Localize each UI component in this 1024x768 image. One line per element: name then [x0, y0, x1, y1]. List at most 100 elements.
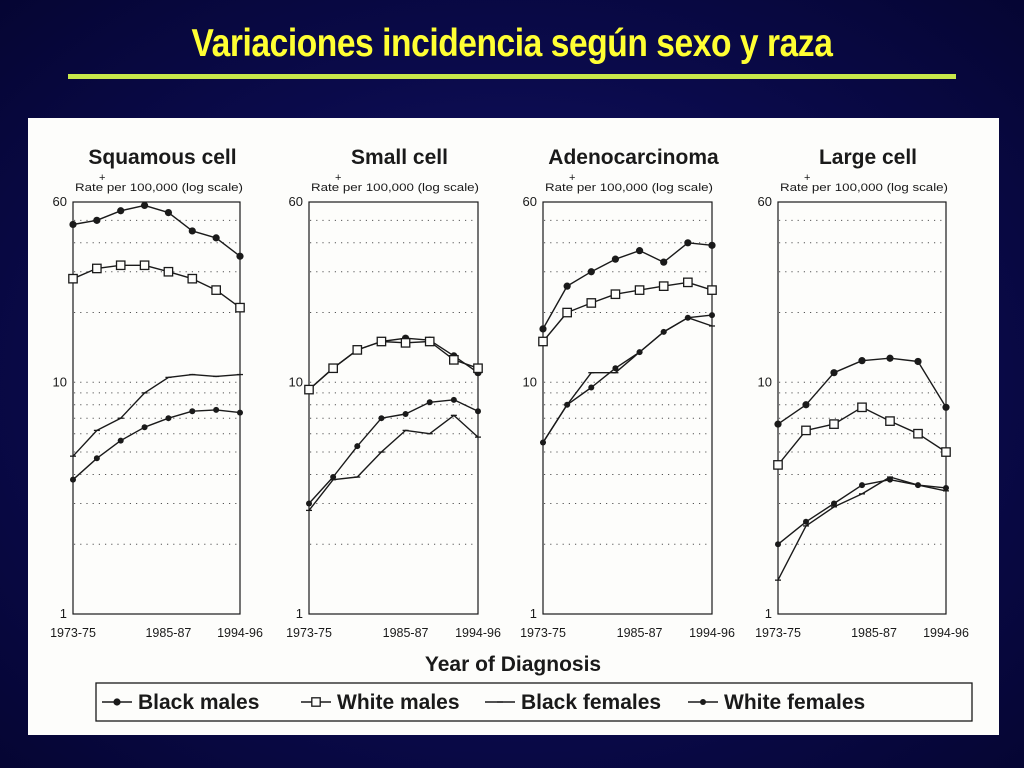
panel-3-point-white-males: [707, 285, 717, 295]
panel-3-point-black-males: [660, 258, 668, 266]
panel-3-series-white-females: [542, 314, 713, 443]
legend-box: [95, 682, 973, 722]
panel-2-point-white-females: [475, 408, 481, 415]
panel-2-point-white-females: [354, 443, 361, 450]
panel-2-frame: [308, 201, 479, 615]
legend-label-black-females: Black females: [521, 691, 661, 714]
panel-1-point-black-males: [236, 252, 244, 260]
panel-2-point-white-males: [352, 345, 363, 355]
panel-4-point-black-males: [830, 369, 838, 377]
panel-1-xtick-label: 1994-96: [217, 626, 263, 640]
panel-2-ytick-label: 1: [296, 606, 303, 621]
panel-3-ytick-label: 10: [523, 374, 537, 389]
panel-4-axis-caption-mark: +: [804, 172, 810, 184]
panel-3-point-white-males: [562, 307, 572, 318]
panel-1-axis-caption: Rate per 100,000 (log scale): [75, 182, 243, 194]
panel-2-title: Small cell: [351, 146, 448, 169]
panel-1-title: Squamous cell: [88, 146, 236, 169]
legend-label-black-males: Black males: [138, 691, 259, 714]
title-underline: [68, 74, 956, 79]
panel-3-title: Adenocarcinoma: [548, 146, 719, 169]
panel-3-point-white-males: [634, 285, 645, 295]
panel-2-point-white-males: [473, 363, 483, 374]
panel-2-point-white-males: [328, 363, 338, 374]
panel-4-point-white-females: [803, 518, 809, 525]
legend-marker-black-males: [113, 698, 121, 706]
panel-2-point-white-females: [450, 396, 457, 403]
panel-2-point-white-males: [400, 337, 411, 348]
panel-4-xtick-label: 1994-96: [923, 626, 969, 640]
panel-3-series-black-males: [542, 242, 713, 330]
panel-3-point-black-males: [684, 239, 692, 247]
panel-1-series-black-females: [72, 373, 241, 457]
legend-label-white-females: White females: [724, 691, 865, 714]
panel-1-point-white-females: [213, 406, 220, 413]
panel-4-point-black-males: [886, 354, 894, 362]
panel-3-frame: [542, 201, 713, 615]
panel-2-axis-caption: Rate per 100,000 (log scale): [311, 182, 479, 194]
panel-4-ytick-label: 10: [758, 374, 772, 389]
incidence-chart: Squamous cell Rate per 100,000 (log scale…: [50, 146, 973, 722]
panel-1-ytick-label: 10: [53, 374, 67, 389]
panel-2-point-white-males: [424, 336, 435, 347]
panel-2-point-white-females: [330, 474, 337, 481]
panel-3-point-white-females: [636, 349, 643, 356]
panel-1-point-white-males: [163, 266, 174, 277]
panel-1-series-white-females: [72, 409, 241, 481]
panel-1-point-black-males: [164, 209, 173, 217]
panel-1-axis-caption-mark: +: [99, 172, 105, 184]
panel-4-point-white-females: [859, 482, 865, 489]
panel-1-point-white-females: [70, 476, 76, 483]
panel-3-point-black-males: [635, 247, 644, 255]
panel-2-point-white-males: [304, 384, 314, 395]
panel-2-point-white-females: [306, 500, 312, 507]
panel-4-point-white-males: [773, 460, 783, 470]
panel-3-point-white-females: [660, 328, 667, 335]
panel-1-point-black-males: [117, 207, 125, 215]
panel-1-point-white-males: [139, 260, 150, 271]
panel-1-point-white-females: [141, 424, 148, 431]
panel-1-point-black-males: [188, 227, 196, 235]
panel-1-point-white-females: [165, 415, 172, 422]
panel-1-point-white-females: [117, 437, 124, 444]
panel-3-point-white-females: [564, 401, 571, 408]
panel-1-point-black-males: [140, 201, 149, 210]
panel-4-point-black-males: [914, 357, 922, 366]
panel-4-xtick-label: 1973-75: [755, 626, 801, 640]
panel-3-xtick-label: 1985-87: [617, 626, 663, 640]
legend-marker-white-males: [311, 697, 321, 707]
chart-figure: Squamous cell Rate per 100,000 (log scale…: [28, 118, 999, 735]
panel-2-xtick-label: 1994-96: [455, 626, 501, 640]
panel-3-point-black-males: [708, 241, 716, 249]
panel-1-point-white-females: [93, 455, 100, 462]
panel-4-point-white-males: [829, 419, 839, 429]
panel-1-point-black-males: [93, 216, 101, 224]
panel-2-series-white-females: [308, 399, 479, 504]
panel-1-xtick-label: 1985-87: [145, 626, 191, 640]
panel-3-point-black-males: [539, 325, 547, 333]
panel-3-point-white-females: [540, 439, 546, 446]
panel-3-point-white-males: [610, 289, 621, 300]
panel-1-point-white-males: [235, 302, 245, 313]
panel-3-point-white-females: [588, 384, 595, 391]
panel-3-point-white-males: [658, 281, 669, 291]
panel-3-point-black-males: [563, 282, 571, 290]
panel-4-point-black-males: [774, 420, 782, 428]
panel-4-point-white-males: [885, 416, 895, 426]
panel-4-point-black-males: [942, 403, 950, 411]
panel-3-point-white-females: [684, 314, 691, 321]
panel-2-series-black-females: [308, 414, 479, 511]
panel-1-point-white-females: [237, 409, 243, 416]
panel-1-series-black-males: [72, 204, 241, 257]
panel-4-point-black-males: [802, 401, 810, 409]
panel-1-xtick-label: 1973-75: [50, 626, 96, 640]
panel-4-point-white-females: [943, 484, 949, 491]
panel-2-point-white-females: [426, 399, 433, 406]
panel-2-axis-caption-mark: +: [335, 172, 341, 184]
panel-1-point-white-males: [92, 263, 102, 274]
panel-4-point-white-males: [857, 402, 867, 413]
panel-3-point-white-females: [709, 312, 715, 319]
panel-3-ytick-label: 60: [523, 194, 537, 209]
panel-1-ytick-label: 1: [60, 606, 67, 621]
panel-3-ytick-label: 1: [530, 606, 537, 621]
